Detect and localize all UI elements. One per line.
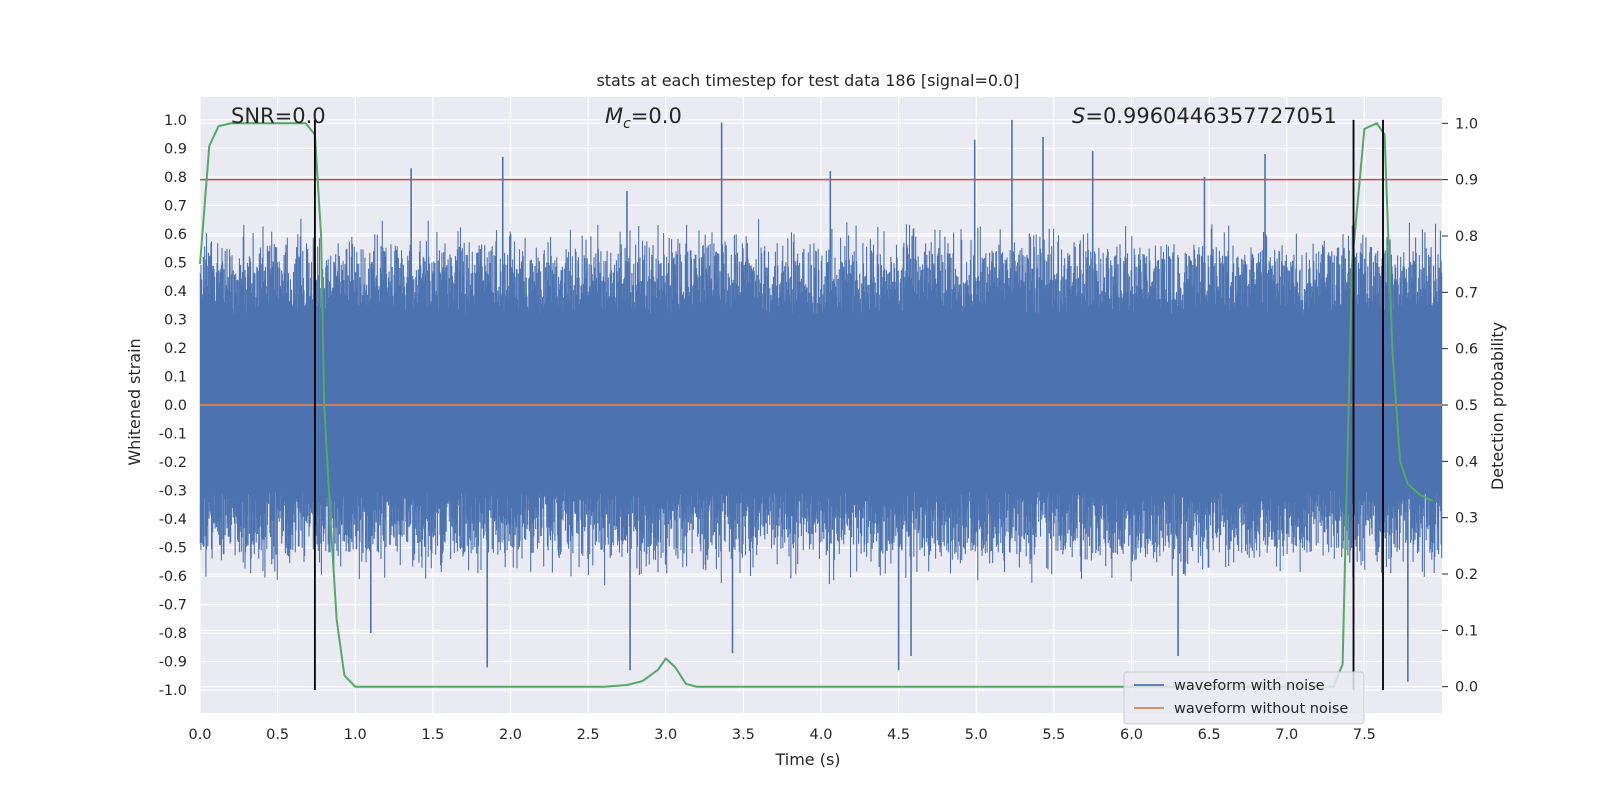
mc-subscript: c	[623, 116, 631, 132]
y-axis-label: Whitened strain	[125, 338, 144, 465]
x-tick-label: 5.0	[965, 727, 988, 743]
y2-tick-label: 0.3	[1455, 511, 1478, 527]
y-tick-label: 0.9	[164, 141, 187, 157]
y-tick-label: -0.9	[159, 655, 187, 671]
snr-annotation: SNR=0.0	[231, 104, 326, 128]
y-tick-label: -0.1	[159, 427, 187, 443]
y2-tick-label: 1.0	[1455, 116, 1478, 132]
probability-curve	[199, 122, 1434, 688]
y2-tick-label: 0.1	[1455, 623, 1478, 639]
legend-box	[1123, 671, 1365, 725]
legend-label-clean: waveform without noise	[1174, 701, 1348, 717]
y-tick-label: -0.8	[159, 626, 187, 642]
y-tick-label: 0.1	[164, 369, 187, 385]
y-tick-label: 0.7	[164, 198, 187, 214]
series-waveform-with-noise	[199, 119, 1443, 682]
y2-tick-label: 0.9	[1455, 173, 1478, 189]
series-detection-probability	[199, 122, 1434, 688]
x-tick-labels: 0.0 0.5 1.0 1.5 2.0 2.5 3.0 3.5 4.0 4.5 5.0 5.5 6.0 6…	[188, 727, 1375, 743]
s-value: =0.9960446357727051	[1085, 104, 1336, 128]
x-tick-label: 4.0	[809, 727, 832, 743]
x-tick-label: 7.5	[1353, 727, 1376, 743]
s-annotation: S=0.9960446357727051	[1072, 104, 1337, 128]
y-tick-label: 0.4	[164, 284, 187, 300]
y2-tick-labels: 1.0 0.9 0.8 0.7 0.6 0.5 0.4 0.3 0.2 0.1 0.0	[1442, 116, 1478, 696]
x-tick-label: 6.5	[1198, 727, 1221, 743]
x-tick-label: 4.5	[887, 727, 910, 743]
y-tick-label: -0.6	[159, 569, 187, 585]
y-tick-label: -0.7	[159, 598, 187, 614]
x-tick-label: 0.0	[188, 727, 211, 743]
chart-title: stats at each timestep for test data 186…	[596, 71, 1019, 90]
vertical-markers	[313, 119, 1384, 691]
y-tick-label: 0.0	[164, 398, 187, 414]
y-tick-label: -1.0	[159, 683, 187, 699]
y-tick-label: 0.3	[164, 312, 187, 328]
x-tick-label: 3.0	[654, 727, 677, 743]
mc-annotation: Mc=0.0	[605, 104, 682, 132]
x-tick-label: 5.5	[1042, 727, 1065, 743]
s-symbol: S	[1072, 104, 1085, 128]
x-tick-label: 6.0	[1120, 727, 1143, 743]
y2-tick-label: 0.2	[1455, 567, 1478, 583]
y2-axis-label: Detection probability	[1488, 322, 1507, 490]
x-tick-label: 7.0	[1275, 727, 1298, 743]
y2-tick-label: 0.5	[1455, 398, 1478, 414]
legend: waveform with noise waveform without noi…	[1123, 671, 1365, 725]
y-tick-label: 0.8	[164, 170, 187, 186]
y-tick-label: 0.5	[164, 255, 187, 271]
y-tick-labels: 1.0 0.9 0.8 0.7 0.6 0.5 0.4 0.3 0.2 0.1 0.0 -0.1 -0.…	[159, 113, 187, 699]
x-tick-label: 3.5	[732, 727, 755, 743]
x-tick-label: 2.0	[499, 727, 522, 743]
legend-label-noise: waveform with noise	[1174, 678, 1325, 694]
y2-tick-label: 0.6	[1455, 342, 1478, 358]
y-tick-label: -0.5	[159, 541, 187, 557]
y2-tick-label: 0.8	[1455, 229, 1478, 245]
mc-symbol: M	[605, 104, 623, 128]
y-tick-label: -0.2	[159, 455, 187, 471]
y-tick-label: -0.4	[159, 512, 187, 528]
y2-tick-label: 0.7	[1455, 285, 1478, 301]
x-tick-label: 1.5	[421, 727, 444, 743]
y-tick-label: -0.3	[159, 484, 187, 500]
mc-value: =0.0	[631, 104, 682, 128]
x-tick-label: 2.5	[577, 727, 600, 743]
x-tick-label: 1.0	[344, 727, 367, 743]
y2-tick-label: 0.4	[1455, 454, 1478, 470]
y-tick-label: 0.6	[164, 227, 187, 243]
y-tick-label: 1.0	[164, 113, 187, 129]
y2-tick-label: 0.0	[1455, 680, 1478, 696]
x-axis-label: Time (s)	[774, 750, 840, 769]
y-tick-label: 0.2	[164, 341, 187, 357]
x-tick-label: 0.5	[266, 727, 289, 743]
